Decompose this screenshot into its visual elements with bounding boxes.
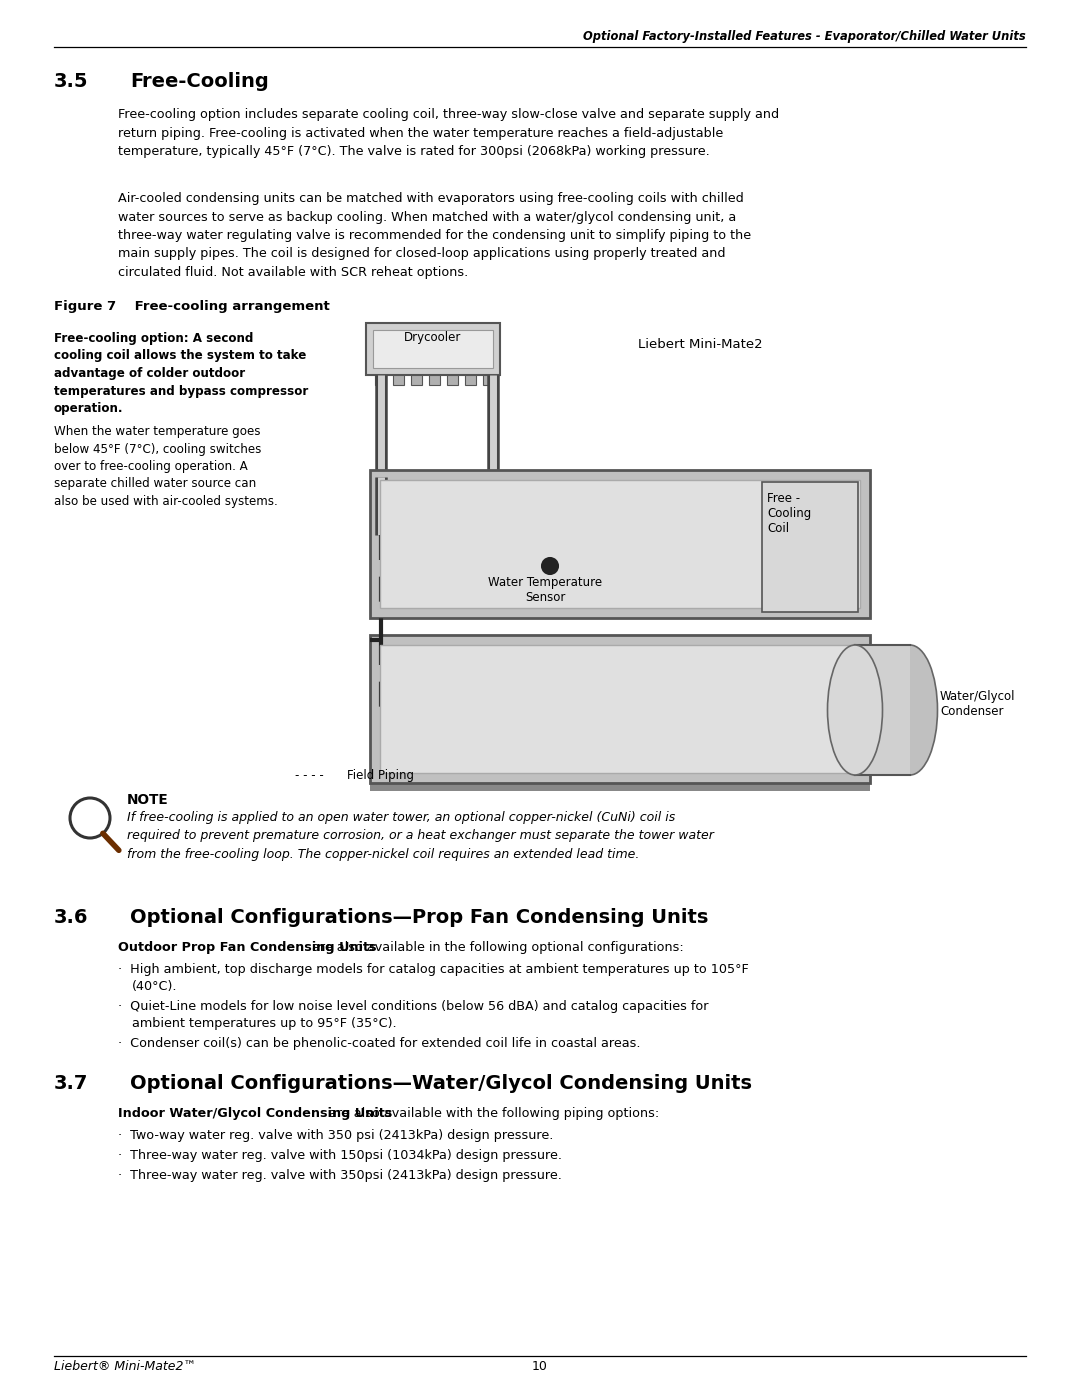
- Text: Liebert® Mini-Mate2™: Liebert® Mini-Mate2™: [54, 1361, 195, 1373]
- Text: ambient temperatures up to 95°F (35°C).: ambient temperatures up to 95°F (35°C).: [132, 1017, 396, 1030]
- Bar: [370, 469, 870, 617]
- Text: are also available in the following optional configurations:: are also available in the following opti…: [308, 942, 684, 954]
- Text: ·  Two-way water reg. valve with 350 psi (2413kPa) design pressure.: · Two-way water reg. valve with 350 psi …: [118, 1129, 553, 1141]
- Bar: [762, 482, 858, 612]
- Text: are also available with the following piping options:: are also available with the following pi…: [325, 1106, 659, 1120]
- Bar: [380, 645, 860, 773]
- Text: ·  Three-way water reg. valve with 350psi (2413kPa) design pressure.: · Three-way water reg. valve with 350psi…: [118, 1169, 562, 1182]
- Text: Optional Factory-Installed Features - Evaporator/Chilled Water Units: Optional Factory-Installed Features - Ev…: [583, 29, 1026, 43]
- Bar: [370, 636, 870, 782]
- Circle shape: [70, 798, 110, 838]
- Text: Indoor Water/Glycol Condensing Units: Indoor Water/Glycol Condensing Units: [118, 1106, 392, 1120]
- Text: Outdoor Prop Fan Condensing Units: Outdoor Prop Fan Condensing Units: [118, 942, 377, 954]
- Bar: [393, 374, 404, 386]
- Text: Free-cooling option: A second
cooling coil allows the system to take
advantage o: Free-cooling option: A second cooling co…: [54, 332, 308, 415]
- Text: When the water temperature goes
below 45°F (7°C), cooling switches
over to free-: When the water temperature goes below 45…: [54, 425, 278, 509]
- Bar: [411, 374, 422, 386]
- Text: Drycooler: Drycooler: [404, 331, 461, 344]
- Bar: [373, 330, 492, 367]
- Text: - - - -: - - - -: [295, 768, 324, 782]
- Bar: [370, 782, 870, 791]
- Bar: [380, 481, 860, 608]
- Text: Field Piping: Field Piping: [347, 768, 414, 782]
- Ellipse shape: [882, 645, 937, 775]
- Text: ·  High ambient, top discharge models for catalog capacities at ambient temperat: · High ambient, top discharge models for…: [118, 963, 748, 977]
- Text: If free-cooling is applied to an open water tower, an optional copper-nickel (Cu: If free-cooling is applied to an open wa…: [127, 812, 714, 861]
- Circle shape: [542, 557, 558, 574]
- Bar: [375, 374, 386, 386]
- Text: Liebert Mini-Mate2: Liebert Mini-Mate2: [638, 338, 762, 351]
- Bar: [465, 374, 476, 386]
- Bar: [483, 374, 494, 386]
- Text: ·  Quiet-Line models for low noise level conditions (below 56 dBA) and catalog c: · Quiet-Line models for low noise level …: [118, 1000, 708, 1013]
- Bar: [366, 323, 500, 374]
- Bar: [855, 645, 910, 775]
- Text: ·  Three-way water reg. valve with 150psi (1034kPa) design pressure.: · Three-way water reg. valve with 150psi…: [118, 1148, 562, 1162]
- Text: 10: 10: [532, 1361, 548, 1373]
- Text: 3.5: 3.5: [54, 73, 89, 91]
- Bar: [447, 374, 458, 386]
- Text: Water Temperature
Sensor: Water Temperature Sensor: [488, 576, 602, 604]
- Text: Free-Cooling: Free-Cooling: [130, 73, 269, 91]
- Text: Air-cooled condensing units can be matched with evaporators using free-cooling c: Air-cooled condensing units can be match…: [118, 191, 751, 279]
- Text: Optional Configurations—Prop Fan Condensing Units: Optional Configurations—Prop Fan Condens…: [130, 908, 708, 928]
- Text: Free -
Cooling
Coil: Free - Cooling Coil: [767, 492, 811, 535]
- Text: Water/Glycol
Condenser: Water/Glycol Condenser: [940, 690, 1015, 718]
- Bar: [429, 374, 440, 386]
- Text: Free-cooling option includes separate cooling coil, three-way slow-close valve a: Free-cooling option includes separate co…: [118, 108, 779, 158]
- Text: 3.6: 3.6: [54, 908, 89, 928]
- Text: Figure 7    Free-cooling arrangement: Figure 7 Free-cooling arrangement: [54, 300, 329, 313]
- Text: 3.7: 3.7: [54, 1074, 89, 1092]
- Ellipse shape: [827, 645, 882, 775]
- Text: NOTE: NOTE: [127, 793, 168, 807]
- Text: ·  Condenser coil(s) can be phenolic-coated for extended coil life in coastal ar: · Condenser coil(s) can be phenolic-coat…: [118, 1037, 640, 1051]
- Text: Optional Configurations—Water/Glycol Condensing Units: Optional Configurations—Water/Glycol Con…: [130, 1074, 752, 1092]
- Text: (40°C).: (40°C).: [132, 981, 177, 993]
